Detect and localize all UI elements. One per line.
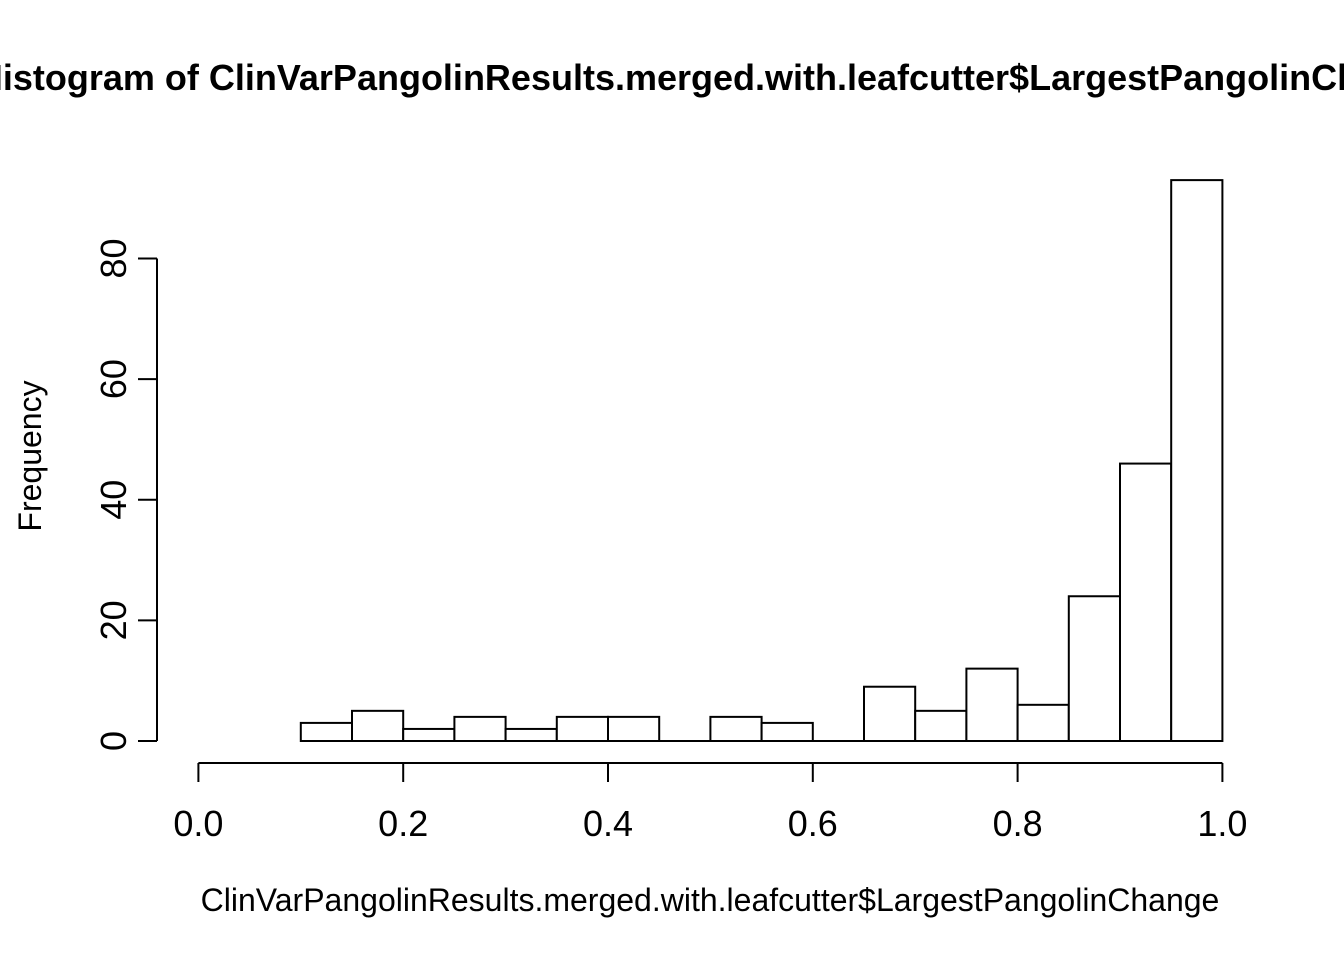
- histogram-bar: [504, 727, 558, 742]
- histogram-bar: [914, 709, 968, 742]
- chart-title: Histogram of ClinVarPangolinResults.merg…: [0, 57, 1344, 98]
- x-tick-label: 0.8: [993, 803, 1043, 844]
- histogram-bar: [402, 727, 456, 742]
- y-tick-label: 0: [93, 731, 134, 751]
- x-tick-label: 0.6: [788, 803, 838, 844]
- histogram-bar: [760, 721, 814, 742]
- y-tick-label: 80: [93, 238, 134, 278]
- x-tick-label: 0.4: [583, 803, 633, 844]
- histogram-bar: [1119, 462, 1173, 742]
- histogram-bar: [709, 715, 763, 742]
- x-tick-label: 0.2: [378, 803, 428, 844]
- y-axis-label: Frequency: [12, 380, 48, 532]
- histogram-bar: [1067, 595, 1122, 742]
- y-tick-label: 60: [93, 359, 134, 399]
- histogram-bar: [453, 715, 507, 742]
- histogram-bar: [863, 685, 917, 743]
- histogram-bar: [965, 667, 1019, 742]
- histogram-bar: [1016, 703, 1070, 743]
- y-tick-label: 40: [93, 480, 134, 520]
- x-tick-label: 0.0: [173, 803, 223, 844]
- y-tick-label: 20: [93, 600, 134, 640]
- histogram-bar: [351, 709, 405, 742]
- histogram-bar: [299, 721, 353, 742]
- histogram-bar: [607, 715, 661, 742]
- x-axis-label: ClinVarPangolinResults.merged.with.leafc…: [200, 882, 1220, 918]
- histogram-bar: [1170, 179, 1224, 742]
- x-tick-label: 1.0: [1197, 803, 1247, 844]
- histogram-bar: [555, 715, 609, 742]
